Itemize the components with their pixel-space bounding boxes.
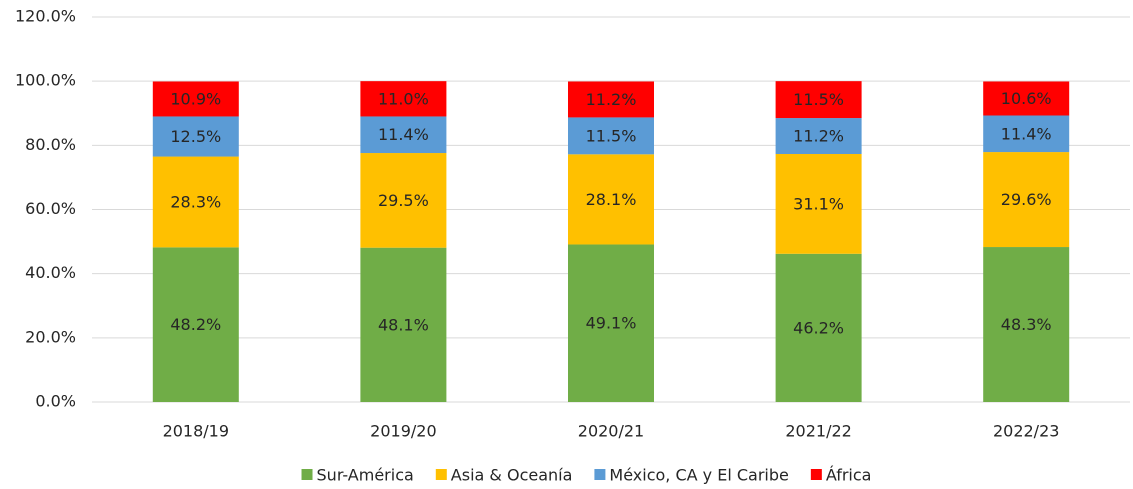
data-label: 12.5% (170, 127, 221, 146)
y-tick-label: 120.0% (15, 7, 76, 26)
x-tick-label: 2019/20 (370, 422, 436, 441)
y-tick-label: 60.0% (25, 199, 76, 218)
data-label: 28.1% (586, 190, 637, 209)
bar-segment (983, 81, 1070, 116)
bar-segment (360, 247, 447, 402)
bar-segment (568, 244, 654, 402)
bar-segment (568, 117, 654, 155)
data-label: 11.0% (378, 89, 429, 108)
y-tick-label: 0.0% (35, 392, 76, 411)
data-label: 29.6% (1001, 190, 1052, 209)
bar-segment (152, 156, 239, 248)
x-tick-label: 2021/22 (785, 422, 851, 441)
data-label: 29.5% (378, 191, 429, 210)
bar-segment (360, 81, 447, 117)
data-label: 28.3% (170, 192, 221, 211)
bar-segment (152, 81, 239, 117)
y-tick-label: 40.0% (25, 263, 76, 282)
bar-segment (983, 152, 1070, 248)
legend-swatch (301, 469, 313, 480)
y-tick-label: 80.0% (25, 135, 76, 154)
data-label: 48.1% (378, 315, 429, 334)
data-label: 48.3% (1001, 315, 1052, 334)
legend-swatch (810, 469, 822, 480)
bar-segment (152, 116, 239, 157)
data-label: 11.2% (793, 127, 844, 146)
bar-segment (775, 81, 862, 119)
bar-segment (568, 154, 654, 245)
legend-label: Asia & Oceanía (451, 466, 573, 485)
data-label: 11.4% (1001, 124, 1052, 143)
bar-segment (152, 247, 239, 402)
y-tick-label: 20.0% (25, 327, 76, 346)
data-label: 11.5% (793, 90, 844, 109)
bar-segment (983, 247, 1070, 402)
x-tick-label: 2018/19 (163, 422, 229, 441)
bar-segment (360, 116, 447, 154)
data-label: 46.2% (793, 318, 844, 337)
bar-segment (568, 81, 654, 118)
data-label: 11.2% (586, 90, 637, 109)
x-tick-label: 2020/21 (578, 422, 644, 441)
data-label: 11.4% (378, 125, 429, 144)
legend-label: México, CA y El Caribe (609, 466, 788, 485)
data-label: 49.1% (586, 314, 637, 333)
bar-segment (775, 118, 862, 154)
bar-segment (775, 153, 862, 254)
bar-segment (360, 153, 447, 248)
legend-label: África (826, 466, 872, 485)
legend-swatch (435, 469, 447, 480)
legend-label: Sur-América (317, 466, 414, 485)
data-label: 48.2% (170, 315, 221, 334)
y-tick-label: 100.0% (15, 71, 76, 90)
bar-segment (775, 253, 862, 402)
bar-segment (983, 115, 1070, 153)
data-label: 10.6% (1001, 89, 1052, 108)
legend-swatch (594, 469, 606, 480)
data-label: 11.5% (586, 126, 637, 145)
data-label: 31.1% (793, 194, 844, 213)
x-tick-label: 2022/23 (993, 422, 1059, 441)
data-label: 10.9% (170, 89, 221, 108)
